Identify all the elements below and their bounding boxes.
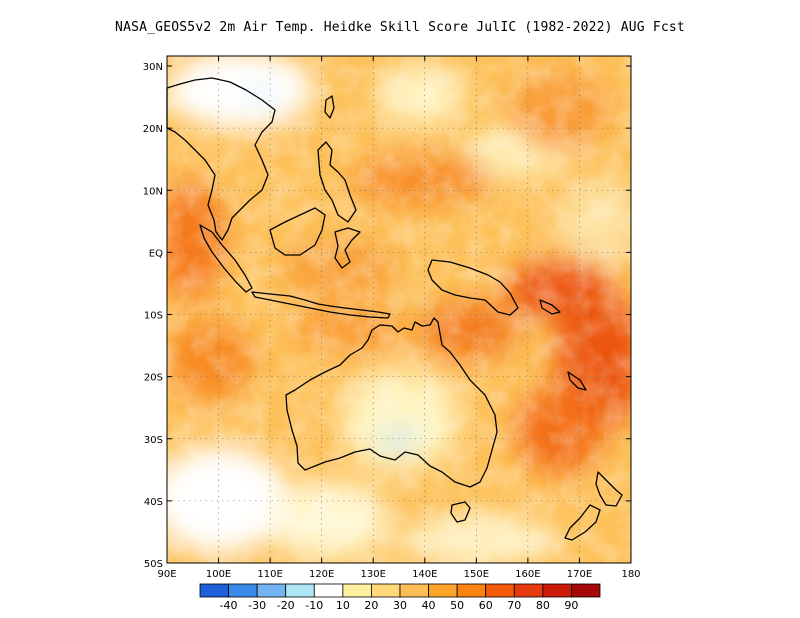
- lon-tick-label: 170E: [567, 569, 592, 580]
- lat-tick-label: 20N: [143, 124, 163, 135]
- lon-tick-label: 130E: [361, 569, 386, 580]
- lon-tick-label: 90E: [157, 569, 176, 580]
- sulawesi-coastline: [334, 227, 361, 269]
- new-guinea-coastline: [427, 259, 519, 316]
- lat-tick-label: 10N: [143, 186, 163, 197]
- colorbar-swatch: [399, 583, 429, 598]
- tasmania-coastline: [450, 501, 471, 523]
- lat-tick-label: 20S: [144, 373, 163, 384]
- colorbar-swatch: [313, 583, 344, 598]
- new-caledonia-coastline: [567, 371, 587, 391]
- colorbar-label: -10: [305, 599, 323, 612]
- colorbar-label: 50: [450, 599, 464, 612]
- new-zealand-north-coastline: [595, 471, 623, 507]
- colorbar-label: -20: [277, 599, 295, 612]
- solomon-islands-coastline: [539, 299, 561, 315]
- java-coastline: [251, 291, 391, 319]
- colorbar-swatch: [542, 583, 572, 598]
- colorbar-swatch: [571, 583, 601, 598]
- colorbar-label: 40: [422, 599, 436, 612]
- plot-frame: [166, 55, 632, 564]
- lat-tick-label: 30S: [144, 435, 163, 446]
- taiwan-coastline: [324, 95, 335, 119]
- colorbar-swatch: [485, 583, 515, 598]
- longitude-axis: 90E 100E 110E 120E 130E 140E 150E 160E 170E 180: [157, 56, 641, 580]
- colorbar-swatch: [228, 583, 258, 598]
- colorbar-label: 70: [507, 599, 521, 612]
- colorbar-label: 60: [479, 599, 493, 612]
- sumatra-coastline: [199, 224, 253, 293]
- colorbar-label: 90: [564, 599, 578, 612]
- lon-tick-label: 180: [621, 569, 640, 580]
- colorbar-swatch: [342, 583, 372, 598]
- lon-tick-label: 120E: [309, 569, 334, 580]
- colorbar-label: 80: [536, 599, 550, 612]
- colorbar-swatch: [199, 583, 229, 598]
- lon-tick-label: 150E: [464, 569, 489, 580]
- colorbar: -40 -30 -20 -10 10 20 30 40 50 60 70 80 90: [199, 583, 601, 612]
- colorbar-label: 20: [364, 599, 378, 612]
- se-asia-coastline: [166, 77, 276, 241]
- map-title: NASA_GEOS5v2 2m Air Temp. Heidke Skill S…: [115, 20, 685, 35]
- colorbar-swatch: [256, 583, 287, 598]
- lat-tick-label: 40S: [144, 497, 163, 508]
- lat-tick-label: 10S: [144, 311, 163, 322]
- new-zealand-south-coastline: [564, 504, 601, 541]
- colorbar-label: -30: [248, 599, 266, 612]
- philippines-coastline: [317, 141, 357, 223]
- colorbar-swatch: [285, 583, 315, 598]
- score-field: [167, 56, 631, 563]
- lon-tick-label: 110E: [257, 569, 282, 580]
- colorbar-label: -40: [220, 599, 238, 612]
- lat-tick-label: 30N: [143, 62, 163, 73]
- colorbar-swatch: [371, 583, 401, 598]
- lon-tick-label: 160E: [515, 569, 540, 580]
- coastlines: [166, 77, 623, 541]
- colorbar-label: 30: [393, 599, 407, 612]
- lat-tick-label: EQ: [149, 248, 163, 259]
- colorbar-label: 10: [336, 599, 350, 612]
- australia-coastline: [285, 317, 498, 488]
- lat-tick-label: 50S: [144, 559, 163, 570]
- latitude-axis: 30N 20N 10N EQ 10S 20S 30S 40S 50S: [143, 62, 631, 570]
- borneo-coastline: [269, 207, 326, 256]
- colorbar-swatch: [513, 583, 544, 598]
- graticule: [167, 56, 631, 563]
- lon-tick-label: 140E: [412, 569, 437, 580]
- colorbar-swatch: [456, 583, 487, 598]
- colorbar-swatch: [428, 583, 458, 598]
- lon-tick-label: 100E: [206, 569, 231, 580]
